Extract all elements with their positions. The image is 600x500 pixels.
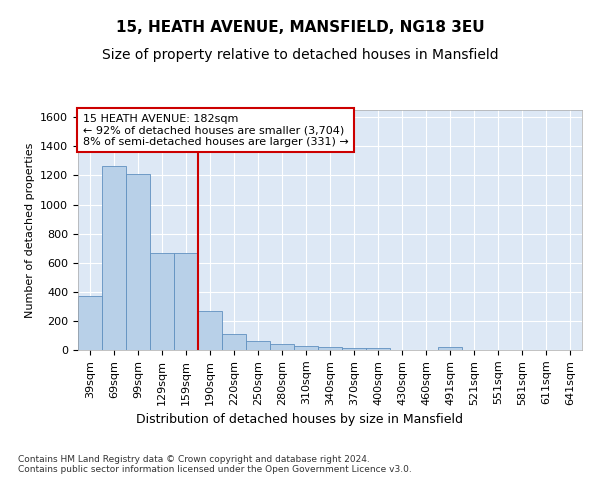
Bar	[246, 340, 270, 350]
Bar	[438, 347, 462, 350]
Text: Contains HM Land Registry data © Crown copyright and database right 2024.
Contai: Contains HM Land Registry data © Crown c…	[18, 455, 412, 474]
Bar	[222, 334, 246, 350]
Bar	[270, 344, 294, 350]
Bar	[198, 312, 222, 350]
Bar	[126, 174, 150, 350]
Bar	[78, 296, 102, 350]
Text: Size of property relative to detached houses in Mansfield: Size of property relative to detached ho…	[101, 48, 499, 62]
Bar	[294, 346, 318, 350]
Y-axis label: Number of detached properties: Number of detached properties	[25, 142, 35, 318]
Bar	[366, 348, 390, 350]
Bar	[150, 253, 174, 350]
Bar	[102, 166, 126, 350]
Text: 15 HEATH AVENUE: 182sqm
← 92% of detached houses are smaller (3,704)
8% of semi-: 15 HEATH AVENUE: 182sqm ← 92% of detache…	[83, 114, 349, 147]
Bar	[342, 348, 366, 350]
Bar	[174, 253, 198, 350]
Bar	[318, 347, 342, 350]
Text: 15, HEATH AVENUE, MANSFIELD, NG18 3EU: 15, HEATH AVENUE, MANSFIELD, NG18 3EU	[116, 20, 484, 35]
Text: Distribution of detached houses by size in Mansfield: Distribution of detached houses by size …	[137, 412, 464, 426]
